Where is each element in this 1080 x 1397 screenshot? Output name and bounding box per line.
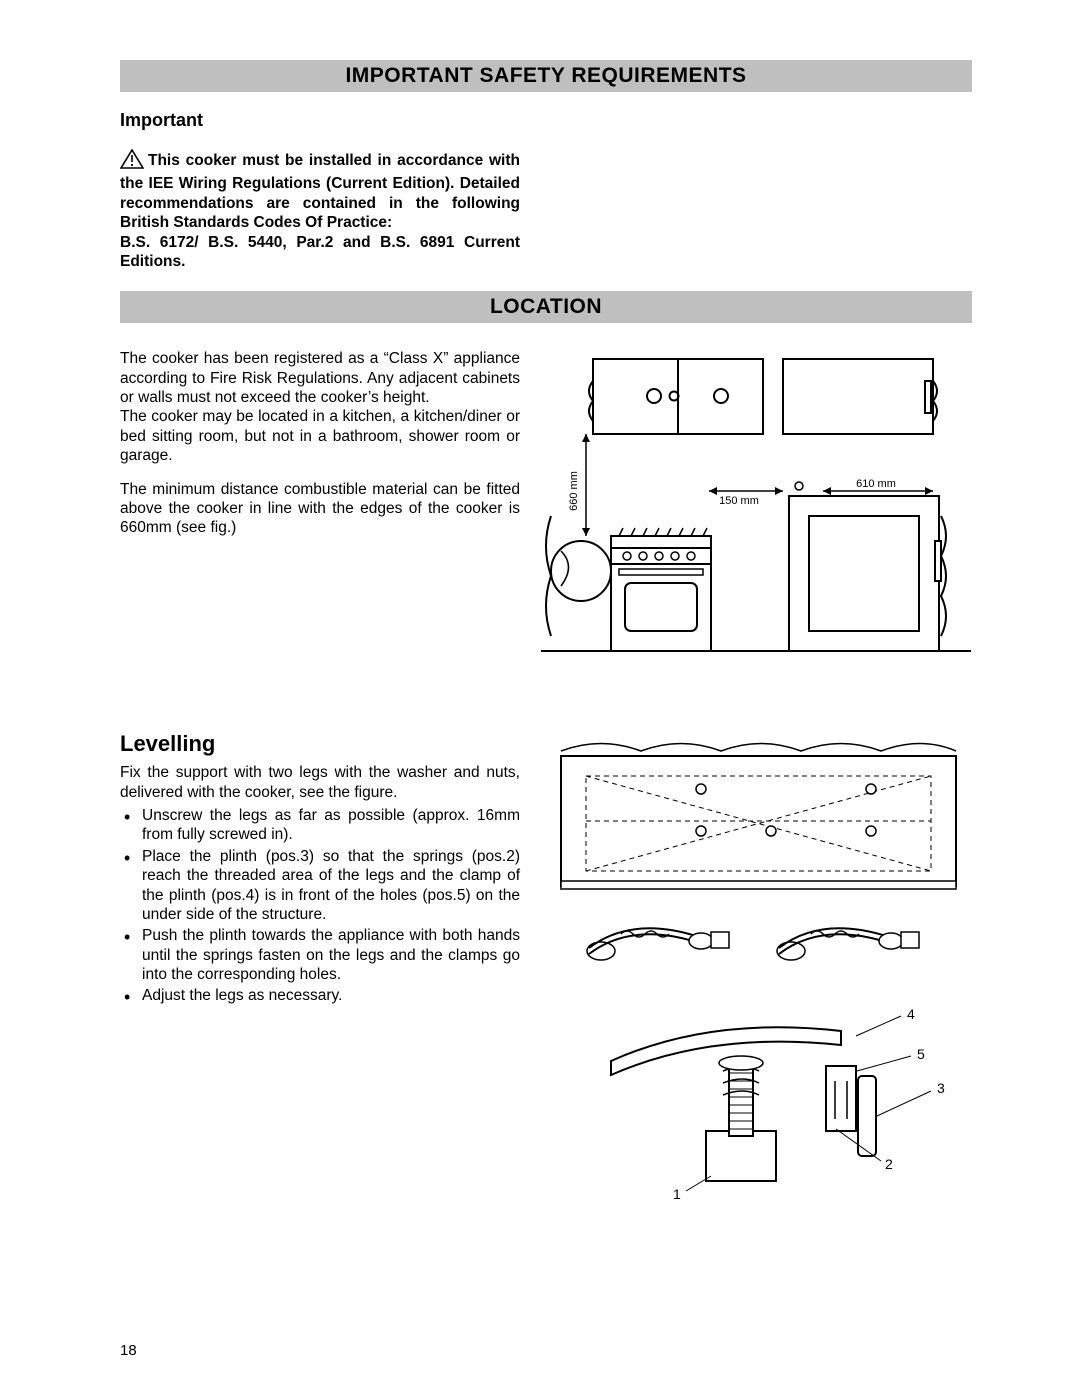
callout-2: 2 [885,1156,893,1172]
location-diagram-col: 660 mm 150 mm 610 mm [540,341,972,691]
callout-3: 3 [937,1080,945,1096]
levelling-text-col: Levelling Fix the support with two legs … [120,731,520,1216]
section-header-safety: IMPORTANT SAFETY REQUIREMENTS [120,60,972,92]
callout-4: 4 [907,1006,915,1022]
dim-150: 150 mm [719,495,759,507]
safety-block: Important This cooker must be installed … [120,110,972,271]
dim-610: 610 mm [856,478,896,490]
levelling-diagram-col: 4 5 3 2 1 [540,731,972,1216]
location-p1: The cooker has been registered as a “Cla… [120,349,520,407]
important-text-2: B.S. 6172/ B.S. 5440, Par.2 and B.S. 689… [120,233,520,272]
safety-text-col: Important This cooker must be installed … [120,110,520,271]
cooker-icon [611,528,711,651]
callout-5: 5 [917,1046,925,1062]
levelling-bullet-4: Adjust the legs as necessary. [142,986,520,1005]
location-p3: The minimum distance combustible materia… [120,480,520,538]
levelling-diagram: 4 5 3 2 1 [540,731,972,1211]
dim-660: 660 mm [568,471,580,511]
location-p2: The cooker may be located in a kitchen, … [120,407,520,465]
manual-page: IMPORTANT SAFETY REQUIREMENTS Important … [0,0,1080,1397]
levelling-intro: Fix the support with two legs with the w… [120,763,520,802]
location-text-col: The cooker has been registered as a “Cla… [120,341,520,691]
important-paragraph: This cooker must be installed in accorda… [120,149,520,233]
underside-view [561,744,956,890]
levelling-bullet-3: Push the plinth towards the appliance wi… [142,926,520,984]
callout-1: 1 [673,1186,681,1202]
important-text-1: This cooker must be installed in accorda… [120,152,520,231]
levelling-bullet-2: Place the plinth (pos.3) so that the spr… [142,847,520,925]
page-number: 18 [120,1342,137,1359]
location-block: The cooker has been registered as a “Cla… [120,341,972,691]
safety-right-empty [540,110,972,271]
spring-assemblies [587,929,919,961]
levelling-bullets: Unscrew the legs as far as possible (app… [120,806,520,1006]
plinth-detail: 4 5 3 2 1 [611,1006,945,1202]
warning-triangle-icon [120,149,144,174]
section-header-location: LOCATION [120,291,972,323]
levelling-block: Levelling Fix the support with two legs … [120,731,972,1216]
levelling-title: Levelling [120,731,520,757]
levelling-bullet-1: Unscrew the legs as far as possible (app… [142,806,520,845]
location-diagram: 660 mm 150 mm 610 mm [540,341,972,686]
important-label: Important [120,110,520,131]
